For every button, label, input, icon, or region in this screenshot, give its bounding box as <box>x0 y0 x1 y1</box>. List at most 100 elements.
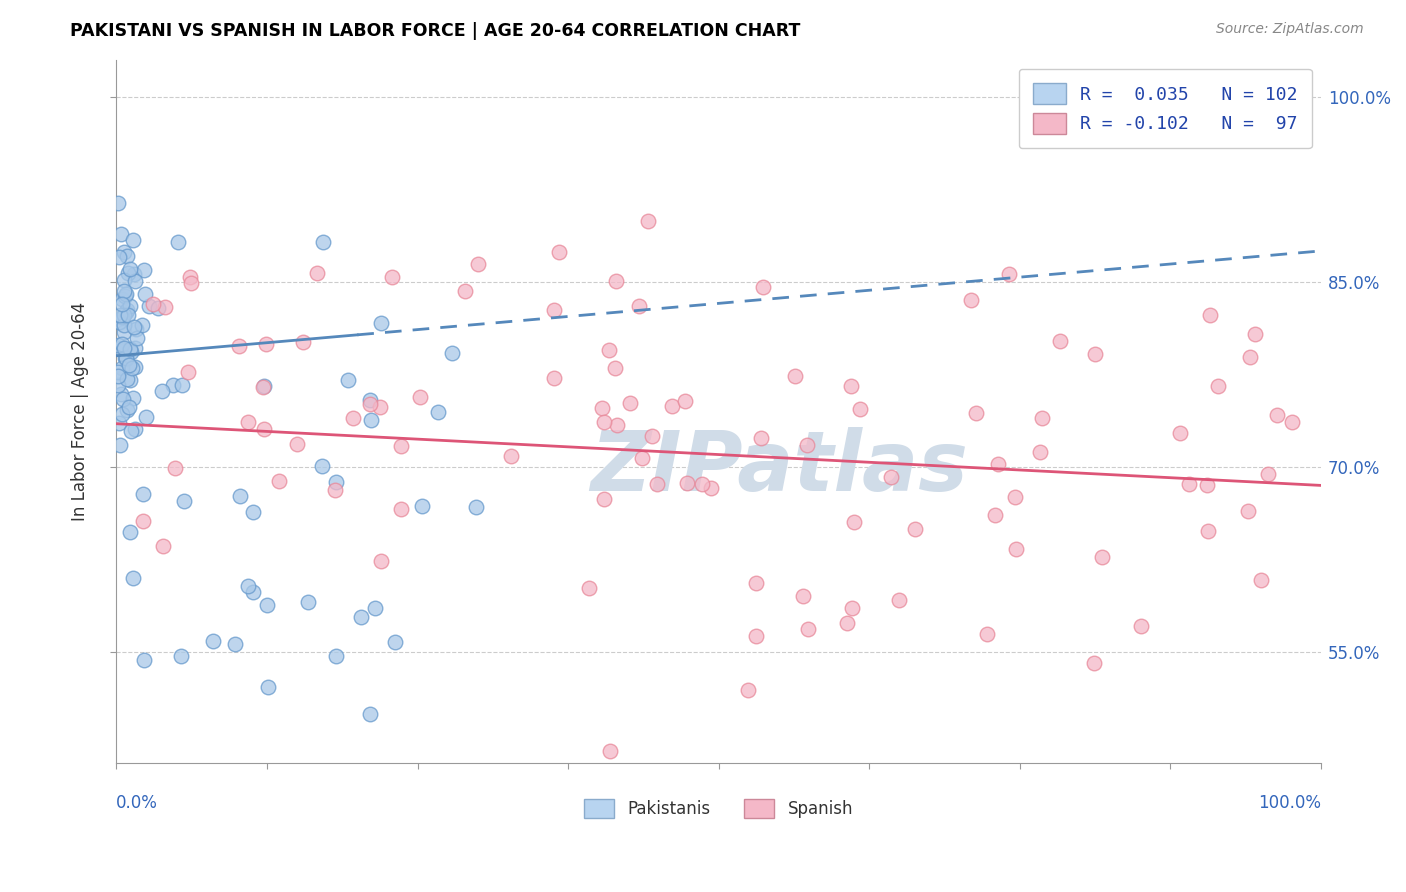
Point <box>112 308 135 322</box>
Point <box>325 648 347 663</box>
Point <box>117 303 139 318</box>
Point <box>641 429 664 443</box>
Point <box>323 483 346 498</box>
Point <box>115 372 138 386</box>
Point <box>842 515 865 529</box>
Point <box>1084 347 1107 361</box>
Point <box>179 270 201 285</box>
Point <box>454 284 477 298</box>
Point <box>124 274 146 288</box>
Point <box>987 457 1010 471</box>
Point <box>1029 445 1052 459</box>
Point <box>1250 573 1272 587</box>
Point <box>543 302 565 317</box>
Point <box>108 315 131 329</box>
Point <box>170 378 193 392</box>
Point <box>370 316 392 330</box>
Point <box>173 494 195 508</box>
Point <box>120 345 142 359</box>
Point <box>984 508 1007 522</box>
Point <box>122 268 145 282</box>
Point <box>153 301 176 315</box>
Point <box>120 373 142 387</box>
Point <box>426 405 449 419</box>
Point <box>792 589 814 603</box>
Point <box>108 250 131 264</box>
Point <box>307 266 329 280</box>
Point <box>1239 350 1261 364</box>
Point <box>745 629 768 643</box>
Point <box>1197 478 1219 492</box>
Point <box>370 554 392 568</box>
Point <box>132 653 155 667</box>
Point <box>389 439 412 453</box>
Point <box>117 403 139 417</box>
Point <box>228 338 250 352</box>
Point <box>363 601 385 615</box>
Point <box>256 598 278 612</box>
Point <box>110 227 132 242</box>
Text: 100.0%: 100.0% <box>1258 794 1322 812</box>
Point <box>384 634 406 648</box>
Point <box>253 422 276 436</box>
Point <box>124 360 146 375</box>
Point <box>125 322 148 336</box>
Point <box>997 267 1019 281</box>
Text: Source: ZipAtlas.com: Source: ZipAtlas.com <box>1216 22 1364 37</box>
Point <box>229 490 252 504</box>
Point <box>131 318 153 332</box>
Point <box>107 378 129 392</box>
Point <box>108 341 131 355</box>
Point <box>108 315 131 329</box>
Point <box>134 286 156 301</box>
Point <box>111 361 134 376</box>
Point <box>142 296 165 310</box>
Point <box>848 401 870 416</box>
Point <box>114 351 136 366</box>
Point <box>359 393 381 408</box>
Point <box>880 470 903 484</box>
Point <box>132 486 155 500</box>
Point <box>238 415 260 429</box>
Point <box>336 373 359 387</box>
Point <box>114 318 136 333</box>
Point <box>118 342 141 356</box>
Point <box>115 249 138 263</box>
Point <box>297 595 319 609</box>
Point <box>121 571 143 585</box>
Point <box>117 266 139 280</box>
Legend: Pakistanis, Spanish: Pakistanis, Spanish <box>578 793 859 825</box>
Point <box>115 287 138 301</box>
Point <box>1208 379 1230 393</box>
Point <box>1281 416 1303 430</box>
Point <box>381 270 404 285</box>
Point <box>112 343 135 357</box>
Point <box>752 280 775 294</box>
Point <box>114 305 136 319</box>
Point <box>122 392 145 406</box>
Point <box>389 501 412 516</box>
Point <box>124 422 146 436</box>
Point <box>647 476 669 491</box>
Point <box>637 213 659 227</box>
Point <box>796 437 818 451</box>
Point <box>673 394 696 409</box>
Point <box>112 244 135 259</box>
Point <box>201 634 224 648</box>
Point <box>117 308 139 322</box>
Point <box>342 410 364 425</box>
Point <box>605 417 627 432</box>
Point <box>1049 334 1071 349</box>
Point <box>120 424 142 438</box>
Point <box>285 437 308 451</box>
Point <box>661 399 683 413</box>
Point <box>162 377 184 392</box>
Point <box>797 622 820 636</box>
Point <box>107 365 129 379</box>
Point <box>325 475 347 489</box>
Point <box>783 369 806 384</box>
Point <box>118 358 141 372</box>
Point <box>127 331 149 345</box>
Point <box>543 371 565 385</box>
Point <box>628 299 651 313</box>
